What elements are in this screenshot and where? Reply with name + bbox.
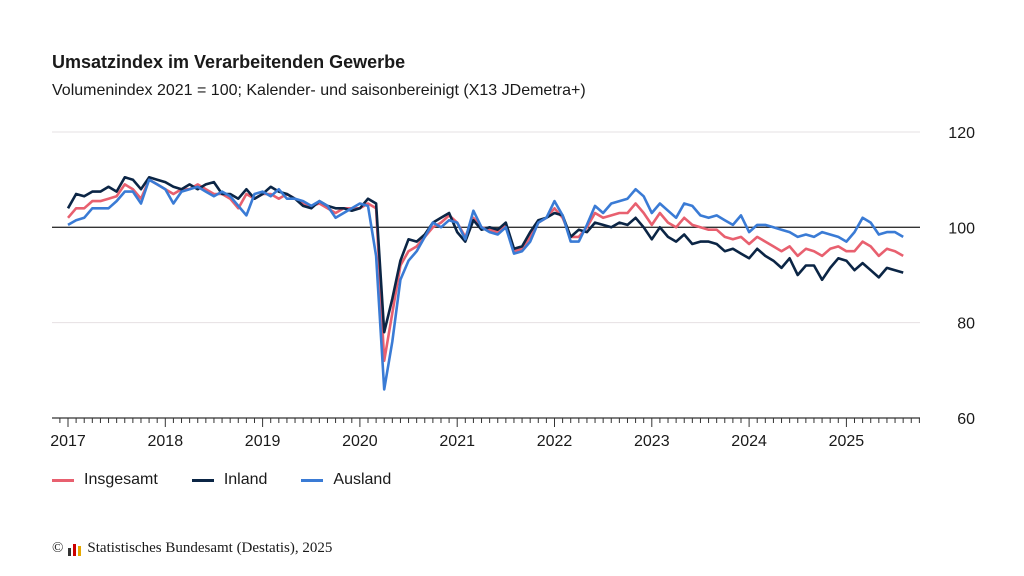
x-tick-label: 2025: [829, 433, 865, 450]
x-tick-label: 2021: [439, 433, 475, 450]
series-line-inland: [66, 176, 904, 334]
legend-swatch: [301, 478, 324, 482]
legend-label: Insgesamt: [84, 471, 158, 488]
source-note: © Statistisches Bundesamt (Destatis), 20…: [52, 540, 332, 557]
x-tick-label: 2019: [245, 433, 281, 450]
legend-label: Ausland: [333, 471, 392, 488]
legend-item: Insgesamt: [52, 471, 158, 489]
legend-swatch: [52, 478, 74, 482]
x-tick-label: 2022: [537, 433, 573, 450]
chart-title: Umsatzindex im Verarbeitenden Gewerbe: [52, 52, 406, 72]
copyright-symbol: ©: [52, 540, 64, 556]
legend-swatch: [191, 478, 214, 482]
legend: Insgesamt Inland Ausland: [52, 471, 391, 489]
y-tick-label: 120: [948, 125, 975, 142]
y-tick-label: 60: [957, 411, 975, 428]
y-tick-label: 80: [957, 316, 975, 333]
legend-item: Inland: [191, 471, 268, 489]
x-tick-label: 2024: [731, 433, 767, 450]
x-tick-label: 2023: [634, 433, 670, 450]
x-tick-label: 2018: [148, 433, 184, 450]
series-line-ausland: [67, 178, 904, 391]
legend-label: Inland: [223, 471, 268, 488]
y-tick-label: 100: [948, 220, 975, 237]
x-tick-label: 2017: [50, 433, 86, 450]
chart-subtitle: Volumenindex 2021 = 100; Kalender- und s…: [52, 82, 586, 99]
series-line-insgesamt: [67, 178, 904, 363]
destatis-logo-icon: [68, 543, 82, 556]
source-text: Statistisches Bundesamt (Destatis), 2025: [87, 540, 333, 556]
x-tick-label: 2020: [342, 433, 378, 450]
legend-item: Ausland: [301, 471, 391, 489]
